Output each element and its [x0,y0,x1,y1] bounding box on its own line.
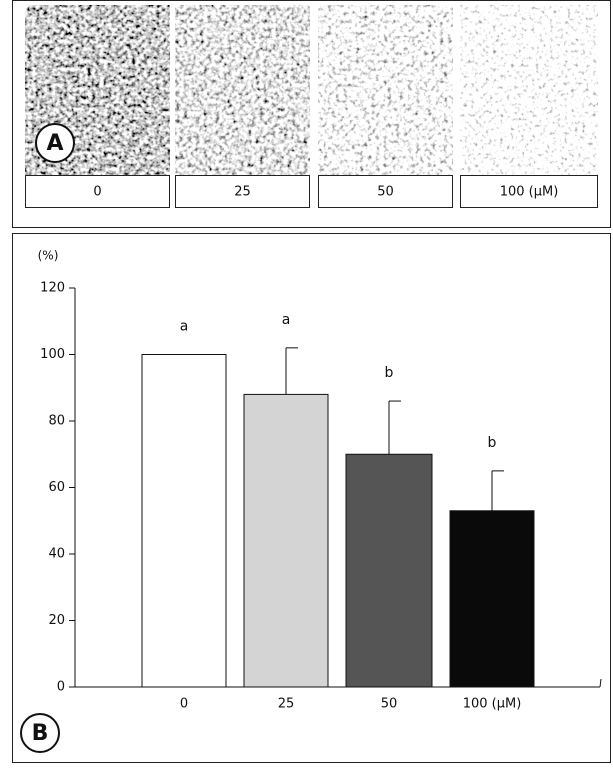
image-label: 50 [377,185,394,200]
panel-letter: B [32,721,49,746]
y-tick-label: 0 [57,680,65,695]
y-tick-label: 60 [48,480,65,495]
page: 0 25 50 100 (μM) A (%) 0 20 40 60 80 100 120 a 0 a 25 b 5… [0,0,613,768]
micrograph [460,5,598,175]
y-tick-label: 20 [48,613,65,628]
x-tick-label: 0 [180,697,188,712]
x-axis-end [600,679,601,687]
y-unit: (%) [38,249,59,263]
micrograph [175,5,310,175]
y-tick-label: 80 [48,414,65,429]
panel-b: (%) 0 20 40 60 80 100 120 a 0 a 25 b 50 b 100 (μM) B [21,249,601,753]
image-label: 0 [93,185,101,200]
y-tick-label: 100 [40,347,65,362]
bar [142,355,226,688]
y-tick-label: 40 [48,547,65,562]
bar-annotation: b [488,435,497,451]
panel-a: 0 25 50 100 (μM) A [25,5,598,208]
bar-annotation: a [180,319,189,335]
bar-annotation: a [282,312,291,328]
figure: 0 25 50 100 (μM) A (%) 0 20 40 60 80 100 120 a 0 a 25 b 5… [0,0,613,764]
x-tick-label: 100 (μM) [463,697,522,712]
y-tick-label: 120 [40,281,65,296]
bar [244,394,328,687]
panel-letter: A [46,131,63,156]
micrograph [318,5,453,175]
x-tick-label: 25 [278,697,295,712]
bar [346,454,432,687]
bar [450,511,534,687]
x-tick-label: 50 [381,697,398,712]
image-label: 100 (μM) [500,185,559,200]
image-label: 25 [234,185,251,200]
bar-annotation: b [385,365,394,381]
